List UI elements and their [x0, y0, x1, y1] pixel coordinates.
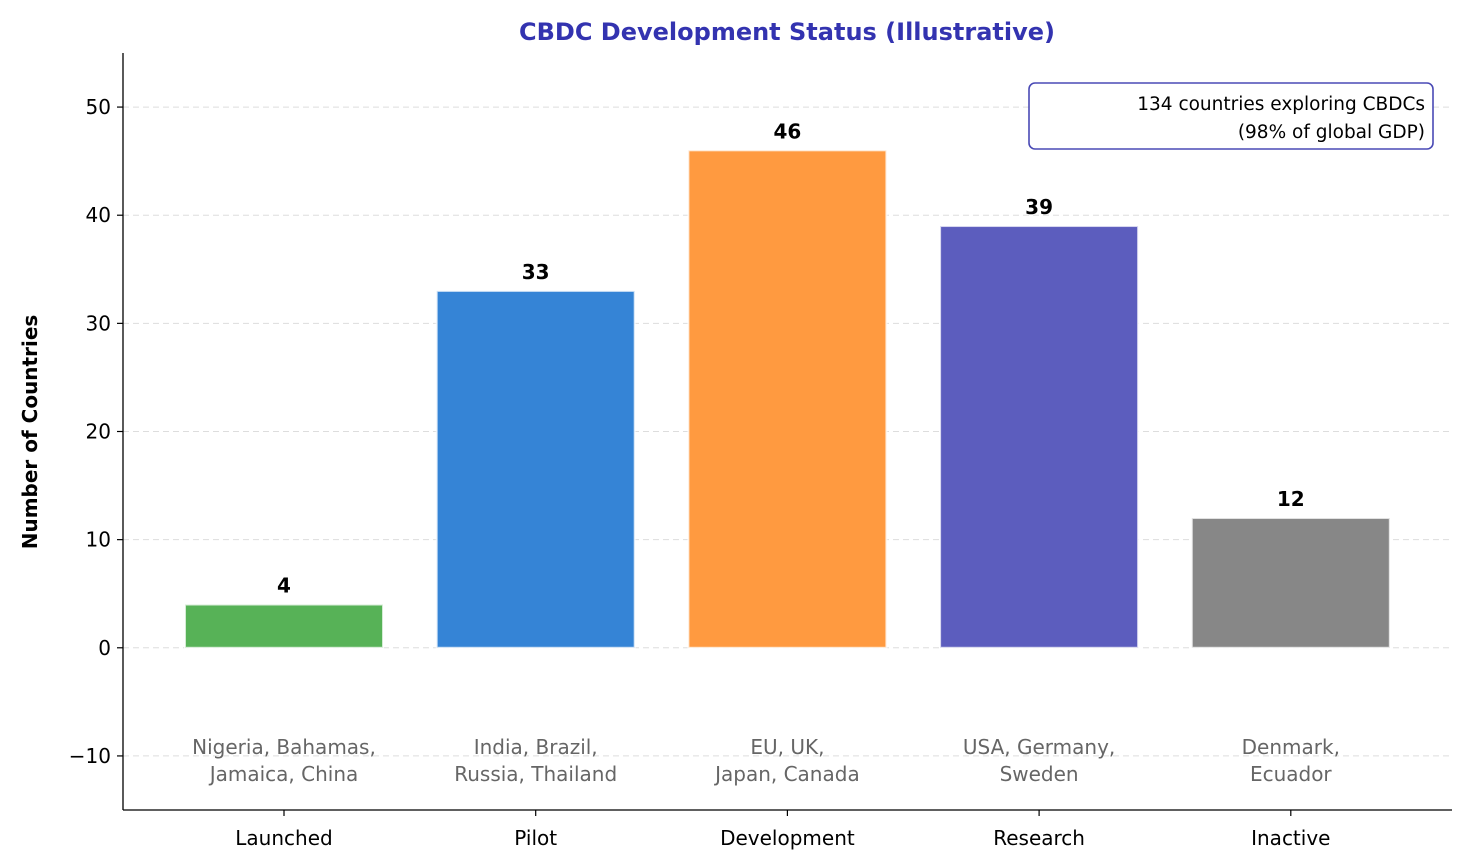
y-tick-label: −10: [69, 744, 111, 768]
data-label: 33: [522, 260, 550, 284]
bar-pilot: [435, 289, 636, 649]
example-countries-label: EU, UK,: [750, 735, 824, 759]
example-countries-label: Sweden: [1000, 762, 1079, 786]
example-countries-label: Ecuador: [1250, 762, 1332, 786]
example-countries-label: India, Brazil,: [474, 735, 598, 759]
example-countries-label: Jamaica, China: [208, 762, 359, 786]
data-label: 39: [1025, 195, 1053, 219]
x-tick-label: Launched: [235, 826, 332, 850]
x-tick-label: Development: [720, 826, 855, 850]
x-tick-label: Research: [993, 826, 1085, 850]
y-tick-label: 30: [86, 311, 111, 335]
bar-inactive: [1190, 517, 1391, 649]
data-label: 46: [773, 119, 801, 143]
x-tick-label: Inactive: [1251, 826, 1330, 850]
annotation-box: 134 countries exploring CBDCs (98% of gl…: [1028, 82, 1434, 150]
example-countries-label: Nigeria, Bahamas,: [192, 735, 376, 759]
y-tick-label: 20: [86, 420, 111, 444]
bar-research: [939, 225, 1140, 649]
y-tick-label: 50: [86, 95, 111, 119]
y-tick-label: 10: [86, 528, 111, 552]
example-countries-label: USA, Germany,: [963, 735, 1115, 759]
example-countries-label: Japan, Canada: [713, 762, 860, 786]
example-countries-label: Russia, Thailand: [454, 762, 617, 786]
bars: 4 Nigeria, Bahamas, Jamaica, China 33 India,…: [184, 119, 1391, 786]
bar-launched: [184, 603, 384, 649]
y-tick-label: 0: [98, 636, 111, 660]
annotation-line-1: 134 countries exploring CBDCs: [1137, 94, 1425, 115]
y-tick-label: 40: [86, 203, 111, 227]
bar-development: [687, 149, 888, 649]
annotation-line-2: (98% of global GDP): [1238, 122, 1425, 143]
y-axis-label: Number of Countries: [18, 315, 42, 550]
data-label: 12: [1277, 487, 1305, 511]
example-countries-label: Denmark,: [1242, 735, 1340, 759]
data-label: 4: [277, 574, 291, 598]
x-tick-label: Pilot: [514, 826, 557, 850]
chart-title: CBDC Development Status (Illustrative): [519, 18, 1055, 46]
axes: −10 0 10 20 30 40 50 Launched Pilot Development Re…: [69, 53, 1452, 850]
annotation-border: [1028, 82, 1434, 150]
